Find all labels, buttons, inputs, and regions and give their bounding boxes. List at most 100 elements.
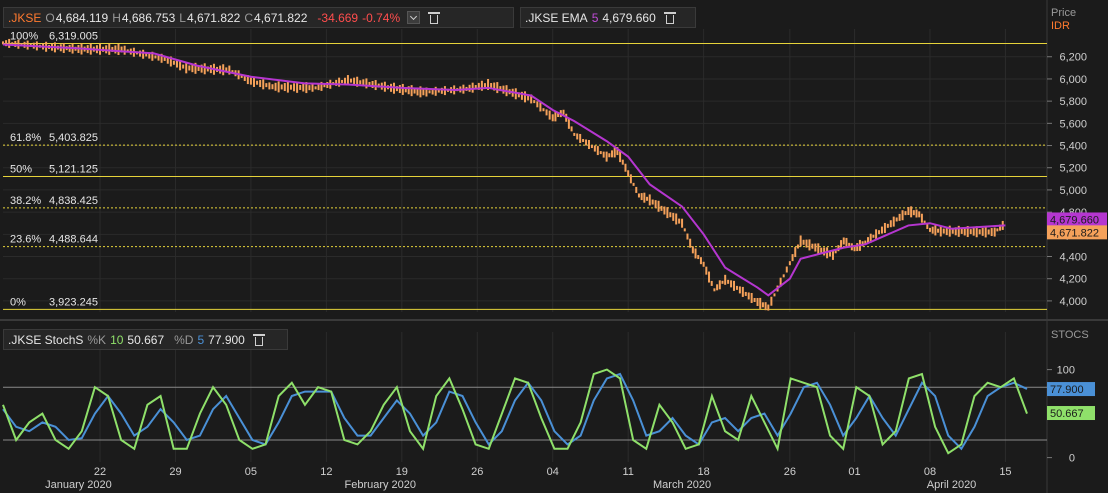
- fib-value: 5,121.125: [49, 163, 98, 175]
- price-candle: [761, 302, 764, 308]
- x-tick-label: 18: [698, 466, 710, 478]
- price-candle: [934, 225, 937, 236]
- price-candle: [767, 304, 770, 311]
- price-candle: [718, 280, 721, 290]
- price-candle: [573, 132, 576, 136]
- high-label: H: [112, 10, 121, 25]
- y-tick-label: 4,200: [1059, 274, 1087, 286]
- price-candle: [814, 243, 817, 252]
- price-candle: [8, 38, 11, 48]
- high-value: 4,686.753: [121, 10, 176, 25]
- price-candle: [359, 80, 362, 85]
- y-tick-label: 5,000: [1059, 185, 1087, 197]
- close-label: C: [244, 10, 254, 25]
- chevron-down-icon[interactable]: [407, 11, 421, 24]
- price-candle: [708, 271, 711, 283]
- price-candle: [536, 101, 539, 108]
- price-candle: [945, 227, 948, 236]
- price-candle: [172, 60, 175, 65]
- price-candle: [200, 64, 203, 73]
- x-tick-label: 12: [320, 466, 332, 478]
- price-candle: [987, 229, 990, 235]
- price-candle: [188, 65, 191, 71]
- price-candle: [759, 297, 762, 309]
- y-tick-label: 6,200: [1059, 52, 1087, 64]
- trash-icon[interactable]: [663, 11, 677, 25]
- x-tick-label: 26: [471, 466, 483, 478]
- price-candle: [365, 78, 368, 89]
- price-candle: [166, 56, 169, 64]
- fib-percent: 61.8%: [10, 132, 41, 144]
- price-candle: [286, 81, 289, 93]
- price-candle: [398, 85, 401, 94]
- price-candle: [493, 82, 496, 91]
- price-candle: [918, 211, 921, 218]
- price-candle: [585, 139, 588, 146]
- price-candle: [314, 86, 317, 90]
- fib-percent: 100%: [10, 31, 38, 43]
- price-candle: [724, 274, 727, 285]
- price-candle: [222, 64, 225, 76]
- fib-value: 6,319.005: [49, 31, 98, 43]
- price-candle: [323, 84, 326, 88]
- price-candle: [206, 66, 209, 72]
- price-candle: [302, 83, 305, 92]
- price-candle: [299, 84, 302, 90]
- price-candle: [277, 81, 280, 93]
- price-candle: [289, 84, 292, 90]
- price-candle: [689, 238, 692, 248]
- price-candle: [114, 45, 117, 54]
- price-candle: [425, 87, 428, 97]
- price-candle: [702, 261, 705, 267]
- price-candle: [203, 63, 206, 75]
- price-candle: [981, 227, 984, 236]
- price-candle: [343, 77, 346, 84]
- price-candle: [496, 82, 499, 94]
- month-label: February 2020: [344, 479, 416, 491]
- price-candle: [487, 78, 490, 90]
- close-value: 4,671.822: [254, 10, 308, 25]
- price-candle: [681, 218, 684, 228]
- price-candle: [145, 53, 148, 57]
- price-candle: [629, 174, 632, 184]
- price-candle: [683, 228, 686, 232]
- price-candle: [782, 274, 785, 278]
- price-candle: [582, 138, 585, 142]
- price-candle: [697, 255, 700, 260]
- price-candle: [311, 83, 314, 92]
- trash-icon[interactable]: [427, 11, 441, 25]
- price-candle: [756, 298, 759, 307]
- price-candle: [794, 247, 797, 258]
- price-candle: [142, 49, 145, 59]
- price-candle: [123, 45, 126, 55]
- price-candle: [483, 83, 486, 88]
- price-candle: [602, 151, 605, 158]
- ema-label: .JKSE EMA: [525, 10, 588, 25]
- price-candle: [374, 80, 377, 91]
- price-candle: [524, 91, 527, 103]
- price-candle: [490, 83, 493, 89]
- price-candle: [856, 243, 859, 252]
- price-candle: [605, 151, 608, 162]
- x-tick-label: 05: [245, 466, 257, 478]
- price-candle: [669, 212, 672, 218]
- price-candle: [599, 151, 602, 155]
- price-candle: [554, 111, 557, 122]
- ema-legend: .JKSE EMA 5 4,679.660: [520, 7, 696, 28]
- price-badge: [1047, 225, 1107, 240]
- price-candle: [265, 83, 268, 88]
- price-candle: [895, 217, 898, 222]
- price-candle: [371, 80, 374, 88]
- price-candle: [907, 207, 910, 216]
- price-candle: [320, 81, 323, 91]
- trash-icon[interactable]: [252, 333, 266, 347]
- price-candle: [422, 89, 425, 96]
- price-candle: [338, 77, 341, 87]
- price-candle: [996, 228, 999, 232]
- price-axis-title: Price: [1051, 7, 1077, 19]
- price-candle: [912, 210, 915, 216]
- stoch-label: .JKSE StochS: [8, 332, 84, 347]
- price-candle: [539, 102, 542, 112]
- price-candle: [613, 147, 616, 158]
